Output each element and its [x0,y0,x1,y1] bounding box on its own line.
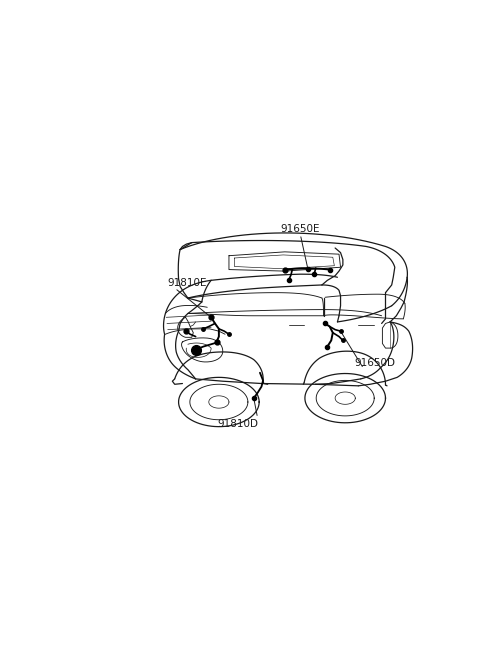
Text: 91810E: 91810E [167,278,206,288]
Text: 91810D: 91810D [218,419,259,428]
Text: 91650E: 91650E [280,224,320,234]
Text: 91650D: 91650D [355,358,396,369]
